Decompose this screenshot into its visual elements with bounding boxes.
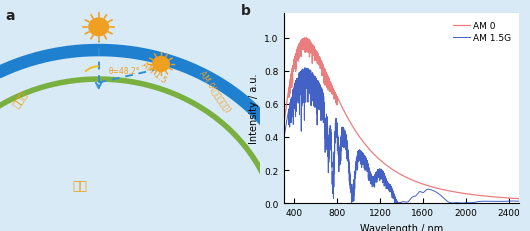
Text: a: a <box>5 9 15 23</box>
AM 1.5G <box>452 201 458 204</box>
AM 0 <box>497 196 504 199</box>
Legend: AM 0, AM 1.5G: AM 0, AM 1.5G <box>449 18 515 46</box>
X-axis label: Wavelength / nm: Wavelength / nm <box>360 223 443 231</box>
AM 0 <box>302 37 308 40</box>
AM 1.5G <box>379 181 386 184</box>
AM 0 <box>509 197 515 200</box>
AM 1.5G <box>280 140 287 143</box>
AM 0 <box>452 191 458 194</box>
AM 1.5G <box>382 176 388 179</box>
AM 0 <box>382 163 388 165</box>
AM 1.5G <box>516 200 523 203</box>
Line: AM 0: AM 0 <box>284 39 519 199</box>
Polygon shape <box>0 83 275 231</box>
AM 1.5G <box>393 198 399 201</box>
Circle shape <box>89 19 109 36</box>
AM 0 <box>393 170 399 173</box>
Text: θ=48.2°: θ=48.2° <box>109 67 140 76</box>
Text: AM 1.5: AM 1.5 <box>140 61 169 85</box>
Text: b: b <box>241 4 251 18</box>
AM 1.5G <box>348 202 355 205</box>
AM 1.5G <box>497 200 504 203</box>
Text: 地球: 地球 <box>73 179 88 192</box>
Line: AM 1.5G: AM 1.5G <box>284 68 519 203</box>
Circle shape <box>153 57 169 72</box>
Y-axis label: Intensity / a.u.: Intensity / a.u. <box>249 73 259 144</box>
AM 0 <box>516 198 523 200</box>
AM 0 <box>379 161 386 164</box>
AM 0 <box>280 126 287 129</box>
AM 1.5G <box>509 200 516 203</box>
Text: AM 0(大気层上界): AM 0(大気层上界) <box>197 68 233 113</box>
AM 1.5G <box>302 67 308 70</box>
Text: 大気层: 大気层 <box>11 88 29 108</box>
